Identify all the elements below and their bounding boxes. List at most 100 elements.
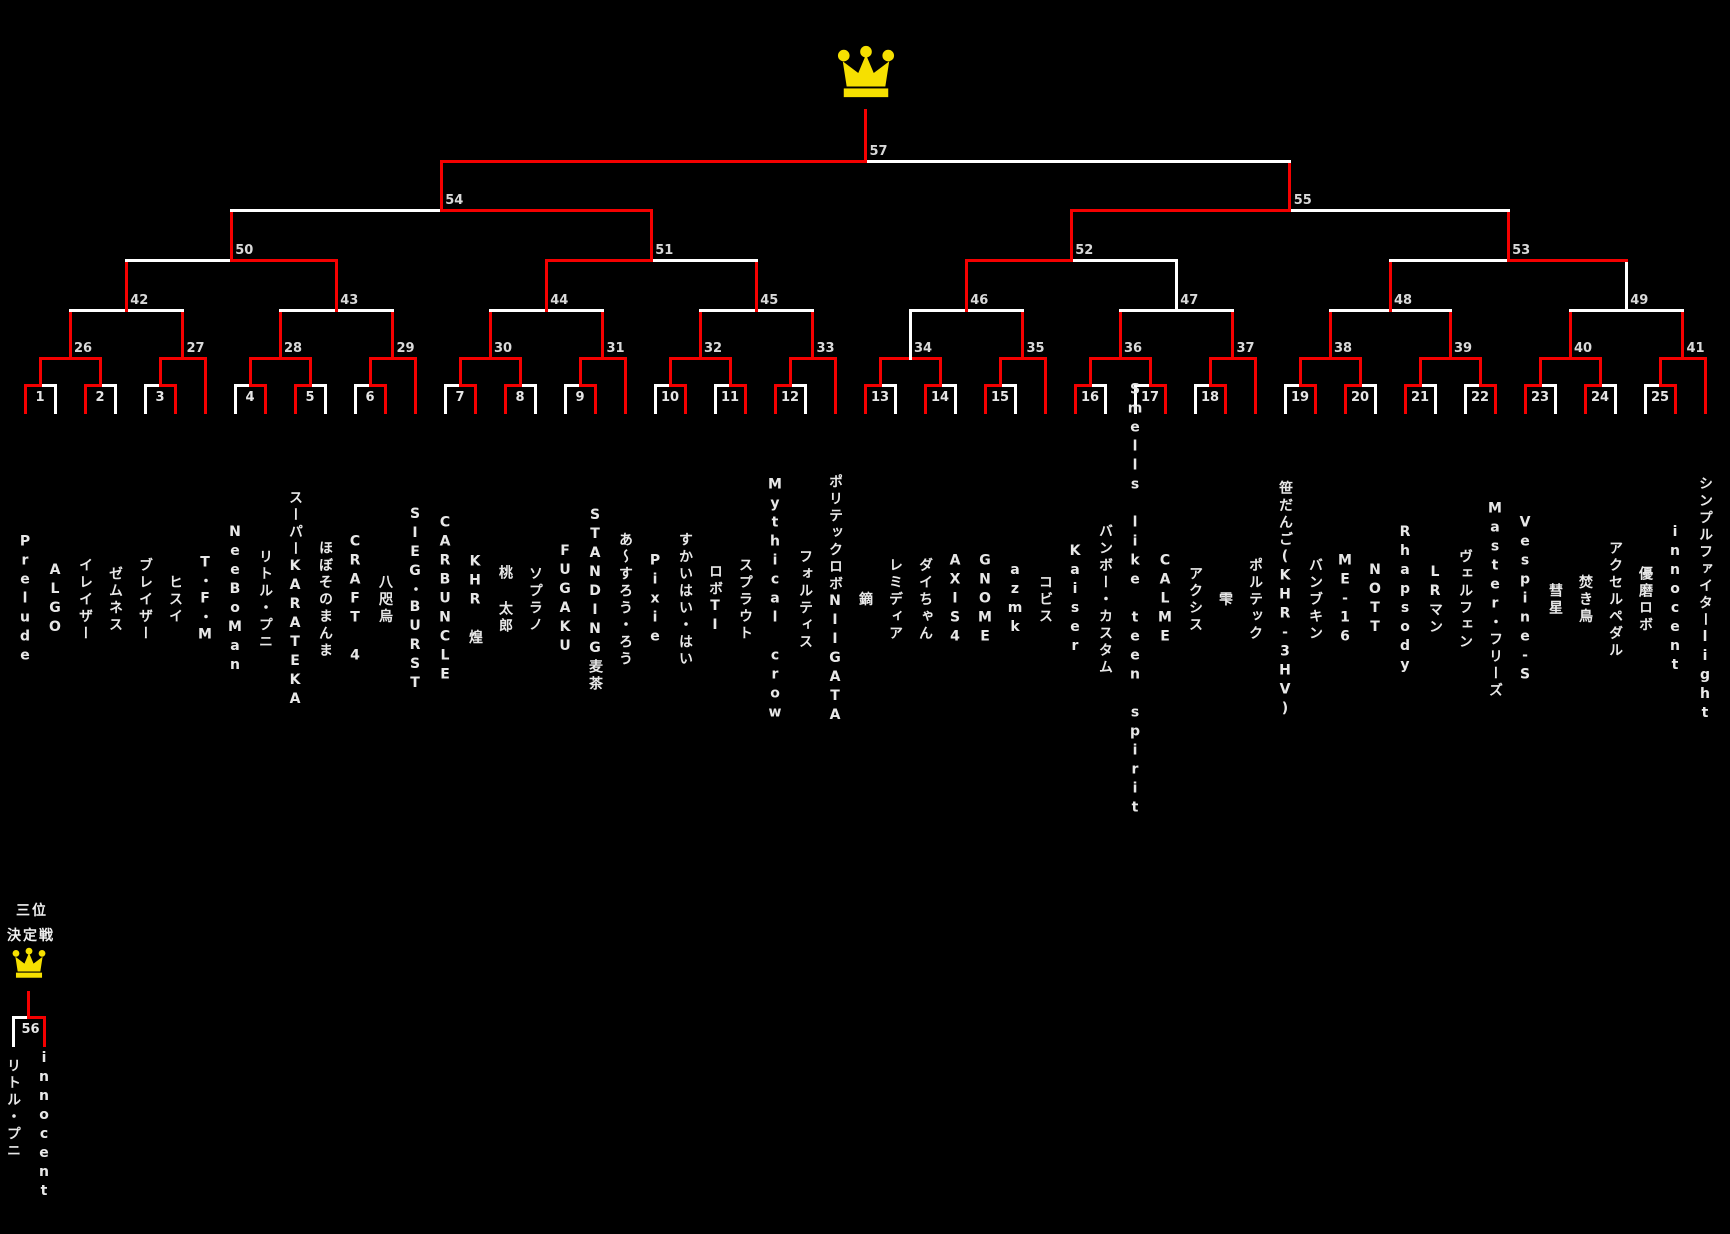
entry-box-left-edge bbox=[443, 383, 447, 414]
match-number-label: 30 bbox=[494, 341, 513, 356]
entry-name: CRAFT 4 bbox=[347, 533, 363, 667]
round2-riser bbox=[1448, 308, 1452, 360]
entry-box-top-edge bbox=[923, 383, 942, 387]
entry-name: 雫 bbox=[1217, 591, 1233, 609]
quarterfinal-riser bbox=[229, 208, 233, 262]
entry-name: フォルティス bbox=[797, 549, 813, 651]
entry-box-left-edge bbox=[293, 383, 297, 414]
entry-name: ほぼそのまんま bbox=[317, 540, 333, 660]
quarterfinal-riser bbox=[1069, 208, 1073, 262]
round3-riser bbox=[964, 258, 968, 312]
match-number-label: 39 bbox=[1454, 341, 1473, 356]
final-bar bbox=[439, 159, 867, 163]
entry-name: FUGAKU bbox=[557, 543, 573, 657]
box-number: 3 bbox=[155, 390, 165, 405]
entry-box-right-edge bbox=[323, 383, 327, 414]
box-number: 15 bbox=[990, 390, 1010, 405]
entry-name: シンプルファイターlight bbox=[1697, 476, 1713, 724]
box-winner-riser bbox=[308, 356, 312, 387]
entry-name: AXIS4 bbox=[947, 552, 963, 648]
match-number-label: 40 bbox=[1574, 341, 1593, 356]
entry-box-left-edge bbox=[653, 383, 657, 414]
entry-box-top-edge bbox=[668, 383, 687, 387]
entry-name: ゼムネス bbox=[107, 566, 123, 634]
box-winner-riser bbox=[158, 356, 162, 387]
entry-box-left-edge bbox=[233, 383, 237, 414]
entry-box-right-edge bbox=[803, 383, 807, 414]
quarterfinal-riser bbox=[649, 208, 653, 262]
entry-box-left-edge bbox=[503, 383, 507, 414]
round3-riser bbox=[334, 258, 338, 312]
match-number-label: 27 bbox=[186, 341, 205, 356]
box-number: 2 bbox=[95, 390, 105, 405]
entry-name: バンブキン bbox=[1307, 557, 1323, 643]
box-winner-riser bbox=[878, 356, 882, 387]
entry-box-right-edge bbox=[53, 383, 57, 414]
entry-box-top-edge bbox=[938, 383, 957, 387]
box-number: 7 bbox=[455, 390, 465, 405]
entry-box-top-edge bbox=[563, 383, 582, 387]
third-place-box-right-edge bbox=[42, 1015, 46, 1047]
entry-name: Prelude bbox=[17, 533, 33, 667]
third-place-box-left-edge bbox=[11, 1015, 15, 1047]
entry-name: イレイザー bbox=[77, 557, 93, 643]
entry-box-right-edge bbox=[1493, 383, 1497, 414]
entry-box-top-edge bbox=[578, 383, 597, 387]
box-winner-riser bbox=[458, 356, 462, 387]
entry-box-right-edge bbox=[173, 383, 177, 414]
entry-box-top-edge bbox=[38, 383, 57, 387]
round2-riser bbox=[1681, 308, 1684, 360]
entry-box-top-edge bbox=[518, 383, 537, 387]
third-place-match-number: 56 bbox=[21, 1022, 40, 1037]
entry-name: LRマン bbox=[1427, 564, 1443, 636]
box-winner-riser bbox=[1598, 356, 1602, 387]
entry-box-right-edge bbox=[473, 383, 477, 414]
match-number-label: 42 bbox=[130, 293, 149, 308]
entry-box-left-edge bbox=[773, 383, 777, 414]
quarterfinal-bar bbox=[124, 258, 233, 262]
entry-box-top-edge bbox=[713, 383, 732, 387]
entry-box-top-edge bbox=[653, 383, 672, 387]
entry-name: ポリテックロボNIIGATA bbox=[827, 474, 843, 726]
round3-riser bbox=[1174, 258, 1178, 312]
box-number: 1 bbox=[35, 390, 45, 405]
round2-riser bbox=[68, 308, 72, 360]
box-winner-riser bbox=[788, 356, 792, 387]
box-winner-riser bbox=[98, 356, 102, 387]
entry-box-top-edge bbox=[233, 383, 252, 387]
bye-leg bbox=[623, 356, 627, 414]
entry-box-left-edge bbox=[353, 383, 357, 414]
entry-box-left-edge bbox=[1523, 383, 1527, 414]
entry-box-left-edge bbox=[1583, 383, 1587, 414]
match-number-label: 41 bbox=[1686, 341, 1705, 356]
entry-name: SIEG・BURST bbox=[407, 506, 423, 694]
entry-box-right-edge bbox=[953, 383, 957, 414]
box-number: 10 bbox=[660, 390, 680, 405]
final-bar bbox=[863, 159, 1292, 163]
semifinal-bar bbox=[229, 208, 443, 212]
quarterfinal-bar bbox=[229, 258, 338, 262]
entry-name: スプラウト bbox=[737, 557, 753, 643]
entry-box-top-edge bbox=[1283, 383, 1302, 387]
third-place-box-top-edge bbox=[11, 1015, 30, 1019]
box-number: 18 bbox=[1200, 390, 1220, 405]
entry-box-top-edge bbox=[1538, 383, 1557, 387]
box-number: 22 bbox=[1470, 390, 1490, 405]
box-winner-riser bbox=[578, 356, 582, 387]
entry-name: Kaiser bbox=[1067, 543, 1083, 657]
entry-name: 桃 太郎 bbox=[497, 565, 513, 635]
box-winner-riser bbox=[368, 356, 372, 387]
match-number-label: 44 bbox=[550, 293, 569, 308]
box-number: 5 bbox=[305, 390, 315, 405]
box-winner-riser bbox=[518, 356, 522, 387]
entry-name: innocent bbox=[36, 1050, 52, 1202]
round3-riser bbox=[1624, 258, 1628, 312]
entry-box-right-edge bbox=[383, 383, 387, 414]
semifinal-bar bbox=[1069, 208, 1292, 212]
quarterfinal-bar bbox=[544, 258, 653, 262]
entry-box-top-edge bbox=[1478, 383, 1497, 387]
box-winner-riser bbox=[1358, 356, 1362, 387]
entry-box-right-edge bbox=[1163, 383, 1167, 414]
entry-name: ME-16 bbox=[1337, 552, 1353, 648]
entry-box-right-edge bbox=[683, 383, 687, 414]
